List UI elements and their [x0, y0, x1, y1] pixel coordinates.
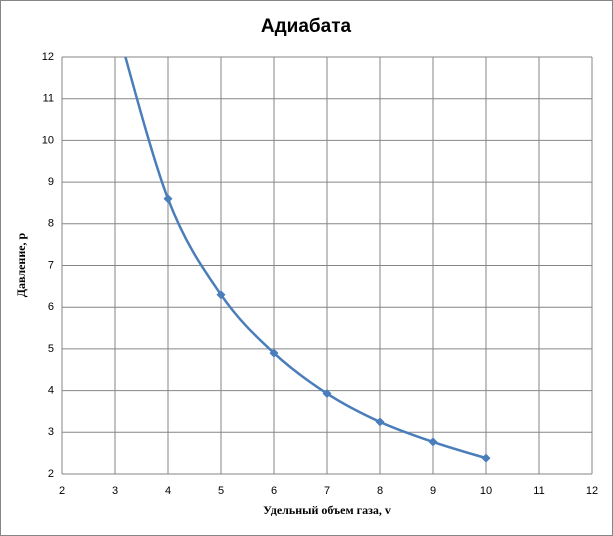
y-tick-label: 8: [48, 218, 54, 230]
data-point: [375, 417, 385, 427]
y-tick-label: 6: [48, 301, 54, 313]
x-tick-label: 9: [430, 485, 436, 497]
plot-area: [124, 57, 491, 463]
y-tick-label: 11: [43, 93, 54, 105]
x-axis-label: Удельный объем газа, v: [263, 503, 391, 517]
data-point: [428, 437, 438, 447]
chart-title: Адиабата: [261, 16, 352, 37]
y-tick-label: 3: [48, 426, 54, 438]
x-tick-label: 8: [377, 485, 383, 497]
x-tick-label: 6: [271, 485, 277, 497]
y-tick-label: 7: [48, 259, 54, 271]
data-point: [269, 348, 279, 358]
y-tick-label: 2: [48, 468, 54, 480]
x-tick-label: 2: [59, 485, 65, 497]
x-tick-label: 3: [112, 485, 118, 497]
y-axis-label: Давление, p: [14, 232, 28, 297]
data-point: [481, 453, 491, 463]
y-tick-label: 9: [48, 176, 54, 188]
y-tick-label: 5: [48, 343, 54, 355]
x-tick-label: 11: [533, 485, 544, 497]
y-tick-label: 12: [42, 51, 54, 63]
x-tick-label: 7: [324, 485, 330, 497]
x-tick-label: 5: [218, 485, 224, 497]
data-point: [216, 290, 226, 300]
x-tick-label: 10: [480, 485, 492, 497]
data-point: [163, 194, 173, 204]
x-tick-label: 12: [586, 485, 598, 497]
y-tick-label: 4: [48, 385, 54, 397]
x-tick-label: 4: [165, 485, 171, 497]
data-point: [322, 389, 332, 399]
y-tick-label: 10: [42, 134, 54, 146]
